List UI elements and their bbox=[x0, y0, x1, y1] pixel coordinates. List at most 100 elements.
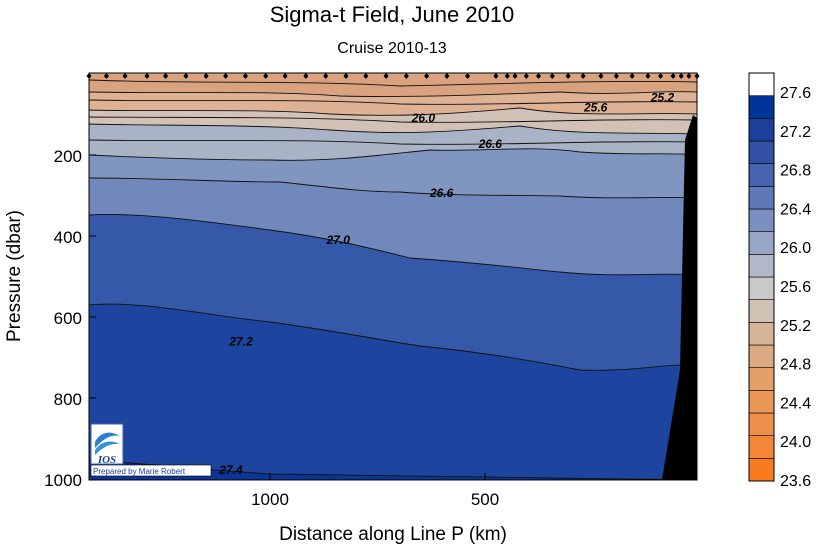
contour-26-4 bbox=[89, 123, 697, 135]
station-mark bbox=[363, 73, 369, 79]
colorbar-swatch bbox=[748, 435, 775, 459]
colorbar-swatch bbox=[748, 163, 775, 187]
colorbar-swatch bbox=[748, 231, 775, 255]
station-mark bbox=[629, 73, 635, 79]
contour-label: 26.6 bbox=[478, 137, 503, 151]
contour-26-6 bbox=[89, 148, 697, 161]
colorbar-tick-label: 24.4 bbox=[780, 395, 811, 412]
station-mark bbox=[686, 73, 692, 79]
station-mark bbox=[203, 73, 209, 79]
colorbar-tick-label: 27.6 bbox=[780, 85, 811, 102]
station-mark bbox=[523, 73, 529, 79]
colorbar-swatch bbox=[748, 276, 775, 300]
colorbar-swatch bbox=[748, 458, 775, 482]
contour-label: 25.6 bbox=[583, 101, 608, 115]
colorbar-swatch bbox=[748, 390, 775, 414]
band-27-2 bbox=[89, 304, 697, 480]
colorbar-swatch bbox=[748, 344, 775, 368]
colorbar-swatch bbox=[748, 322, 775, 346]
contour-labels: 25.2 25.6 26.0 26.6 26.6 27.0 27.2 27.4 bbox=[218, 90, 674, 476]
colorbar-tick-label: 26.0 bbox=[780, 240, 811, 257]
colorbar-swatch bbox=[748, 367, 775, 391]
colorbar-tick-label: 25.6 bbox=[780, 279, 811, 296]
station-mark bbox=[343, 73, 349, 79]
contour-27-0 bbox=[89, 214, 697, 276]
colorbar-tick-label: 23.6 bbox=[780, 473, 811, 490]
station-mark bbox=[103, 73, 109, 79]
colorbar-swatch bbox=[748, 140, 775, 164]
station-mark bbox=[694, 73, 700, 79]
station-mark bbox=[512, 73, 518, 79]
station-mark bbox=[323, 73, 329, 79]
station-mark bbox=[678, 73, 684, 79]
station-mark bbox=[565, 73, 571, 79]
colorbar-swatch bbox=[748, 95, 775, 119]
station-mark bbox=[263, 73, 269, 79]
colorbar-swatch bbox=[748, 208, 775, 232]
contour-label: 26.0 bbox=[411, 111, 436, 125]
station-mark bbox=[424, 73, 430, 79]
contour-label: 27.2 bbox=[228, 335, 253, 349]
y-tick-label: 800 bbox=[54, 390, 82, 409]
station-marks bbox=[86, 73, 700, 79]
contour-label: 27.0 bbox=[326, 233, 351, 247]
y-tick-label: 600 bbox=[54, 309, 82, 328]
station-mark bbox=[86, 73, 92, 79]
colorbar-swatch bbox=[748, 72, 775, 96]
contour-26-8 bbox=[89, 177, 697, 199]
seafloor-mask bbox=[662, 115, 697, 480]
station-mark bbox=[504, 73, 510, 79]
station-mark bbox=[223, 73, 229, 79]
contour-label: 27.4 bbox=[218, 463, 243, 477]
y-tick-label: 200 bbox=[54, 147, 82, 166]
logo-credit: Prepared by Marie Robert bbox=[93, 467, 186, 476]
colorbar-swatch bbox=[748, 299, 775, 323]
ios-logo: IOS Prepared by Marie Robert bbox=[90, 423, 212, 477]
colorbar-tick-label: 24.8 bbox=[780, 357, 811, 374]
station-mark bbox=[645, 73, 651, 79]
colorbar-tick-label: 24.0 bbox=[780, 434, 811, 451]
station-mark bbox=[465, 73, 471, 79]
plot-frame bbox=[88, 72, 698, 481]
colorbar-tick-label: 25.2 bbox=[780, 318, 811, 335]
colorbar-swatch bbox=[748, 186, 775, 210]
station-mark bbox=[658, 73, 664, 79]
station-mark bbox=[670, 73, 676, 79]
colorbar-tick-label: 27.2 bbox=[780, 124, 811, 141]
colorbar-tick-label: 26.4 bbox=[780, 201, 811, 218]
station-mark bbox=[613, 73, 619, 79]
logo-text: IOS bbox=[97, 454, 116, 466]
station-mark bbox=[493, 73, 499, 79]
station-mark bbox=[122, 73, 128, 79]
station-mark bbox=[282, 73, 288, 79]
x-axis-label: Distance along Line P (km) bbox=[279, 524, 507, 545]
y-axis: 200 400 600 800 1000 bbox=[44, 147, 96, 490]
station-mark bbox=[598, 73, 604, 79]
colorbar-swatch bbox=[748, 254, 775, 278]
contour-26-0 bbox=[89, 107, 697, 116]
station-mark bbox=[163, 73, 169, 79]
station-mark bbox=[549, 73, 555, 79]
y-tick-label: 1000 bbox=[44, 471, 82, 490]
band-27-4 bbox=[89, 460, 697, 480]
contour-label: 25.2 bbox=[650, 90, 675, 104]
contour-plot-area bbox=[89, 73, 697, 480]
contour-label: 26.6 bbox=[429, 186, 454, 200]
colorbar-swatch bbox=[748, 118, 775, 142]
y-tick-label: 400 bbox=[54, 228, 82, 247]
colorbar-swatch bbox=[748, 412, 775, 436]
station-mark bbox=[580, 73, 586, 79]
station-mark bbox=[303, 73, 309, 79]
chart-title: Sigma-t Field, June 2010 bbox=[270, 2, 515, 27]
x-tick-label: 1000 bbox=[251, 490, 289, 509]
contour-25-6 bbox=[89, 91, 697, 97]
colorbar-tick-label: 26.8 bbox=[780, 163, 811, 180]
station-mark bbox=[536, 73, 542, 79]
colorbar: 23.6 24.0 24.4 24.8 25.2 25.6 26.0 26.4 26.8 27.2… bbox=[748, 72, 811, 490]
contour-27-2 bbox=[89, 303, 697, 371]
station-mark bbox=[383, 73, 389, 79]
y-axis-label: Pressure (dbar) bbox=[4, 210, 25, 342]
station-mark bbox=[444, 73, 450, 79]
chart-subtitle: Cruise 2010-13 bbox=[337, 40, 447, 57]
